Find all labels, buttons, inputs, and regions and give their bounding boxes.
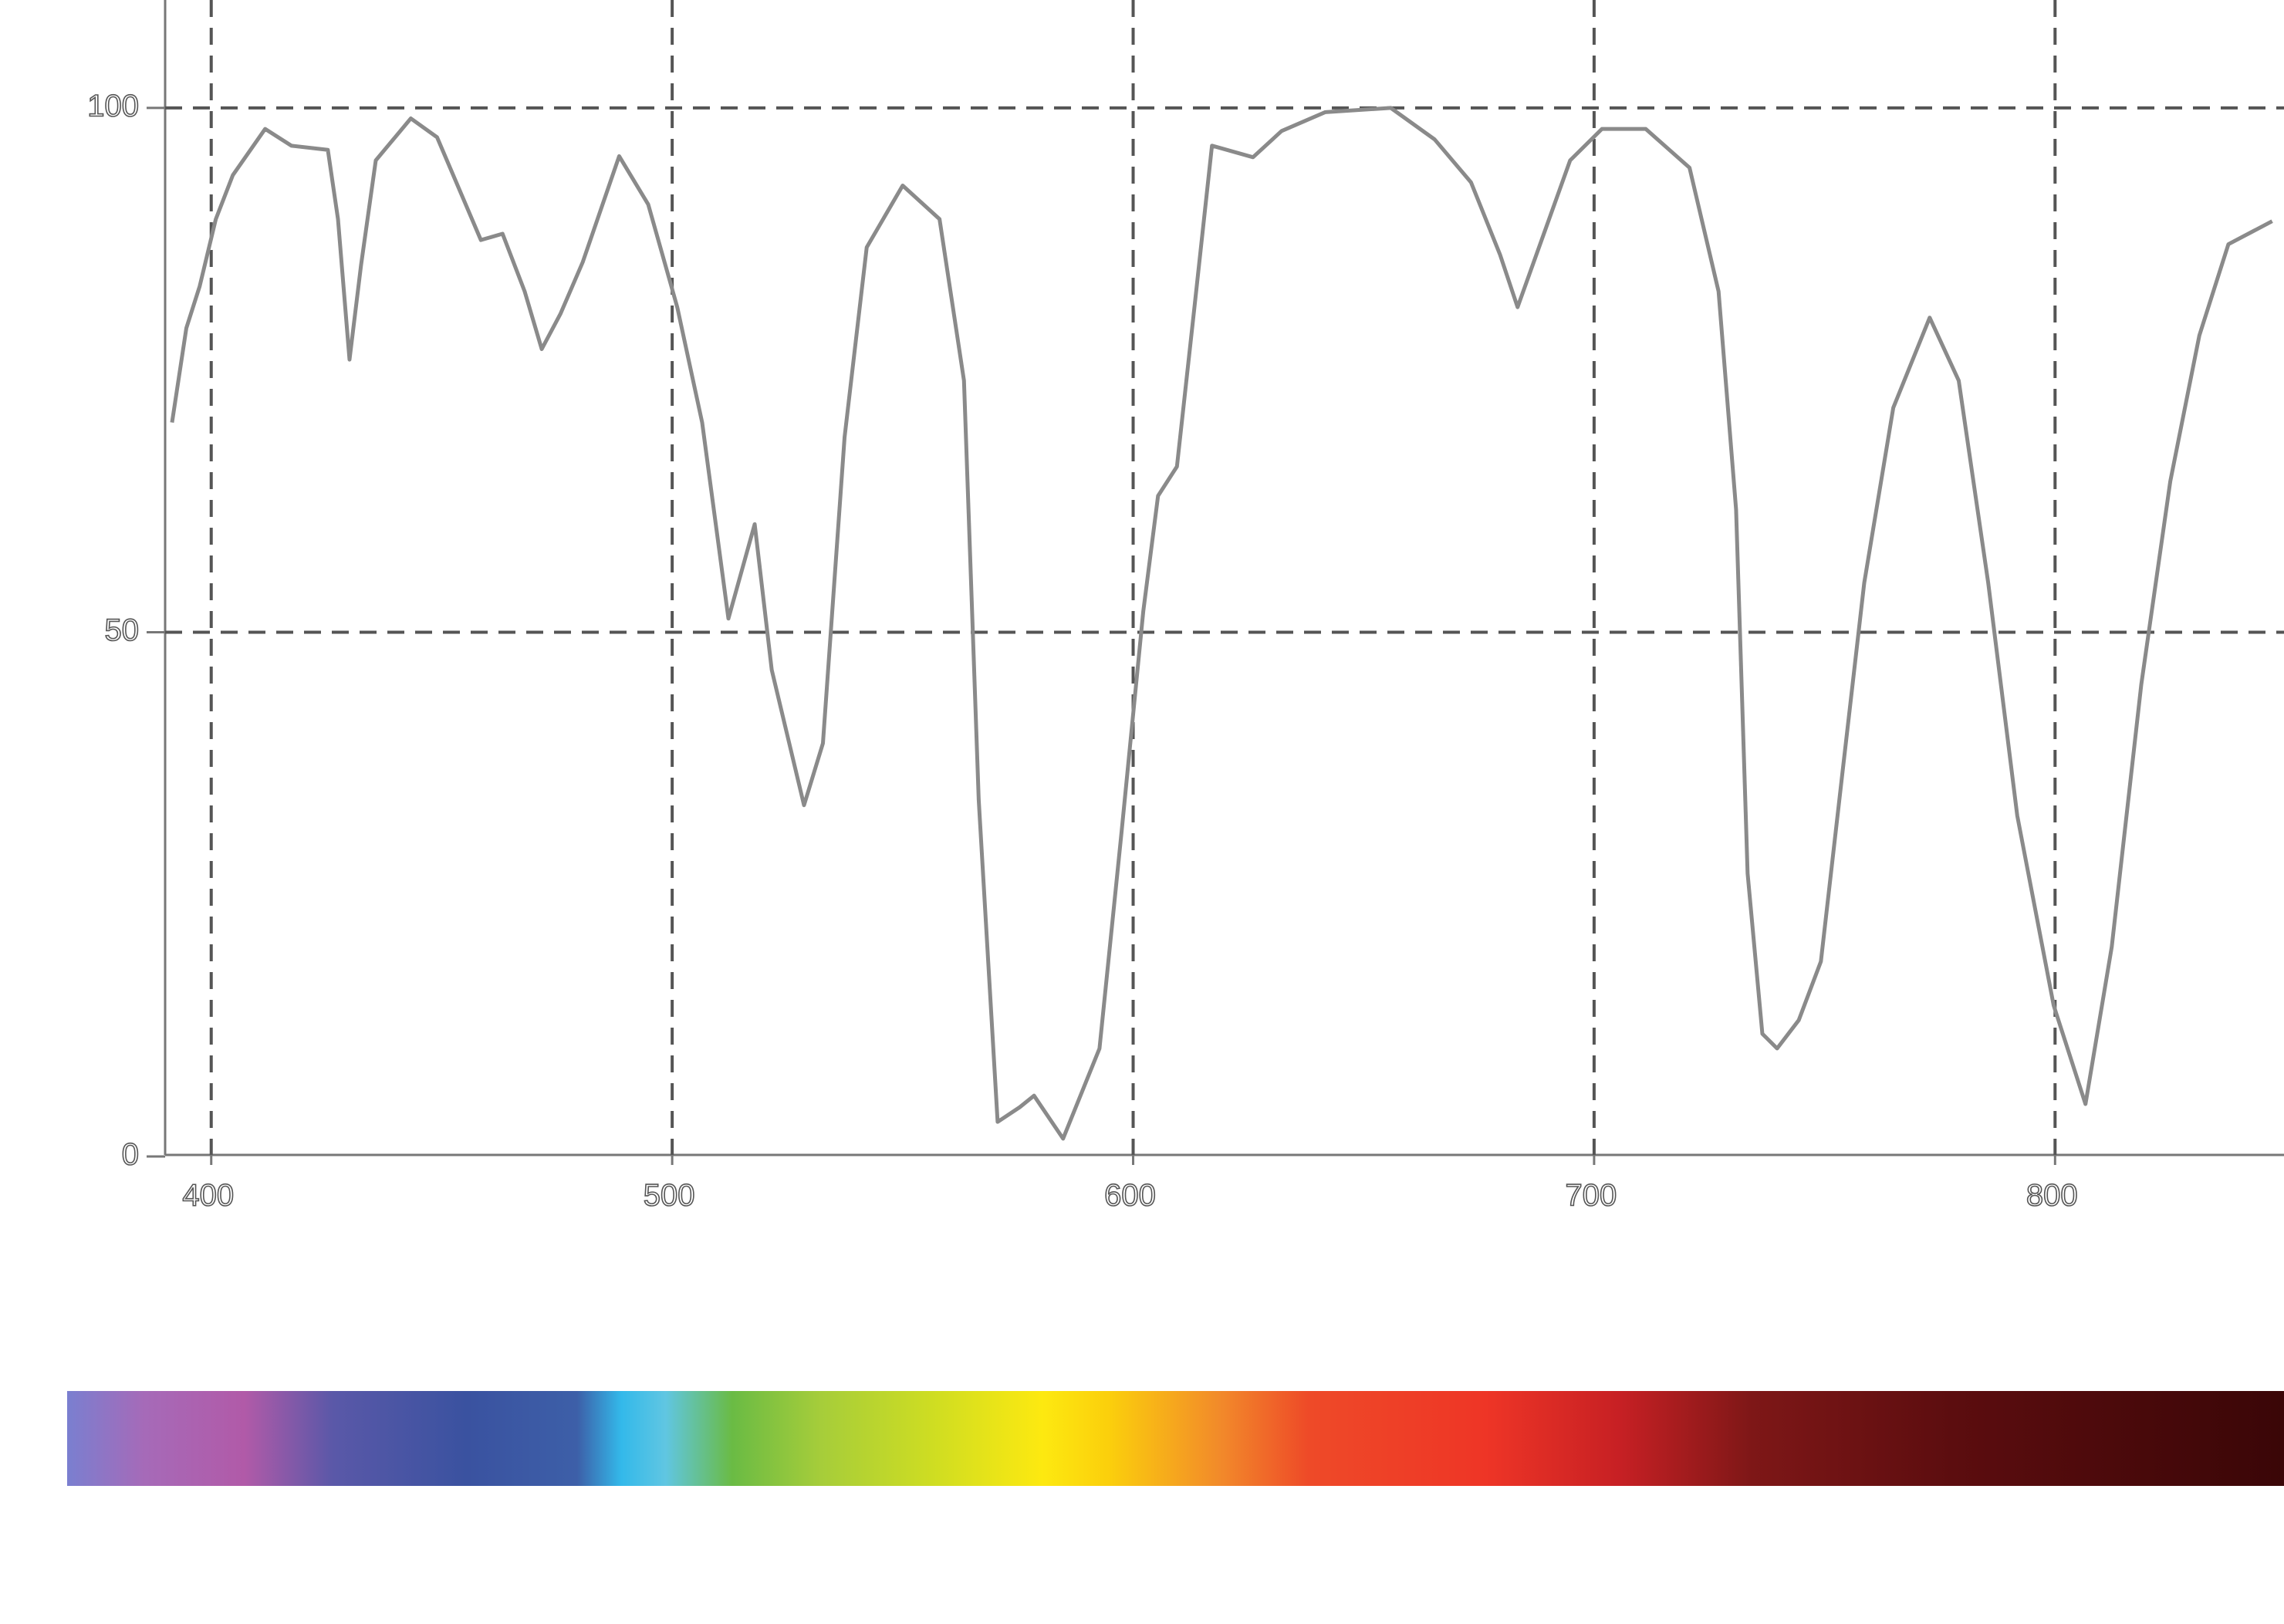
y-tick-label: 100 [87,89,139,123]
spectrum-bar [67,1391,2284,1486]
y-tick-label: 50 [105,613,140,647]
x-tick-label: 700 [1566,1179,1617,1213]
x-tick-label: 400 [182,1179,234,1213]
x-tick-label: 800 [2026,1179,2078,1213]
data-line [170,106,2273,1141]
x-tick-label: 600 [1104,1179,1156,1213]
x-tick-label: 500 [644,1179,695,1213]
y-tick-label: 0 [122,1138,139,1172]
